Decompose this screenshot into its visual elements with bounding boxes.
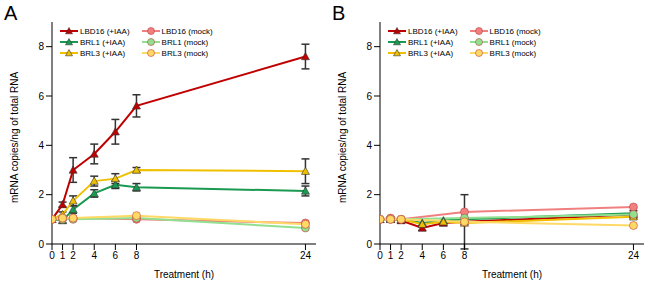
svg-text:2: 2	[70, 250, 76, 261]
html-text:BRL1 (+IAA): BRL1 (+IAA)	[408, 37, 454, 47]
html-text:BRL3 (mock): BRL3 (mock)	[489, 48, 537, 58]
svg-text:mRNA copies/ng of total RNA: mRNA copies/ng of total RNA	[337, 72, 348, 203]
svg-text:4: 4	[366, 140, 372, 151]
svg-text:6: 6	[366, 91, 372, 102]
html-text:BRL1 (mock): BRL1 (mock)	[161, 37, 209, 47]
svg-text:8: 8	[38, 41, 44, 52]
svg-text:6: 6	[38, 91, 44, 102]
svg-text:1: 1	[60, 250, 66, 261]
svg-text:2: 2	[38, 189, 44, 200]
svg-text:24: 24	[300, 250, 312, 261]
svg-text:0: 0	[49, 250, 55, 261]
html-text:LBD16 (+IAA): LBD16 (+IAA)	[408, 26, 458, 36]
svg-text:Treatment (h): Treatment (h)	[482, 269, 542, 280]
svg-text:6: 6	[113, 250, 119, 261]
html-text:A: A	[4, 2, 18, 24]
svg-text:8: 8	[462, 250, 468, 261]
html-text:BRL1 (mock): BRL1 (mock)	[489, 37, 537, 47]
svg-text:0: 0	[366, 239, 372, 250]
html-text:BRL3 (mock): BRL3 (mock)	[161, 48, 209, 58]
html-text:BRL3 (+IAA): BRL3 (+IAA)	[80, 48, 126, 58]
html-text:LBD16 (+IAA): LBD16 (+IAA)	[80, 26, 130, 36]
svg-text:4: 4	[91, 250, 97, 261]
svg-text:Treatment (h): Treatment (h)	[154, 269, 214, 280]
html-text:B: B	[332, 2, 346, 24]
svg-text:6: 6	[441, 250, 447, 261]
svg-text:24: 24	[628, 250, 640, 261]
svg-text:8: 8	[134, 250, 140, 261]
html-text:LBD16 (mock): LBD16 (mock)	[161, 26, 213, 36]
svg-text:8: 8	[366, 41, 372, 52]
svg-text:0: 0	[377, 250, 383, 261]
svg-text:2: 2	[398, 250, 404, 261]
svg-text:4: 4	[38, 140, 44, 151]
svg-text:4: 4	[419, 250, 425, 261]
svg-text:mRNA copies/ng of total RNA: mRNA copies/ng of total RNA	[9, 72, 20, 203]
html-text:BRL1 (+IAA): BRL1 (+IAA)	[80, 37, 126, 47]
svg-text:1: 1	[388, 250, 394, 261]
html-text:BRL3 (+IAA): BRL3 (+IAA)	[408, 48, 454, 58]
svg-text:2: 2	[366, 189, 372, 200]
svg-text:0: 0	[38, 239, 44, 250]
html-text:LBD16 (mock): LBD16 (mock)	[489, 26, 541, 36]
